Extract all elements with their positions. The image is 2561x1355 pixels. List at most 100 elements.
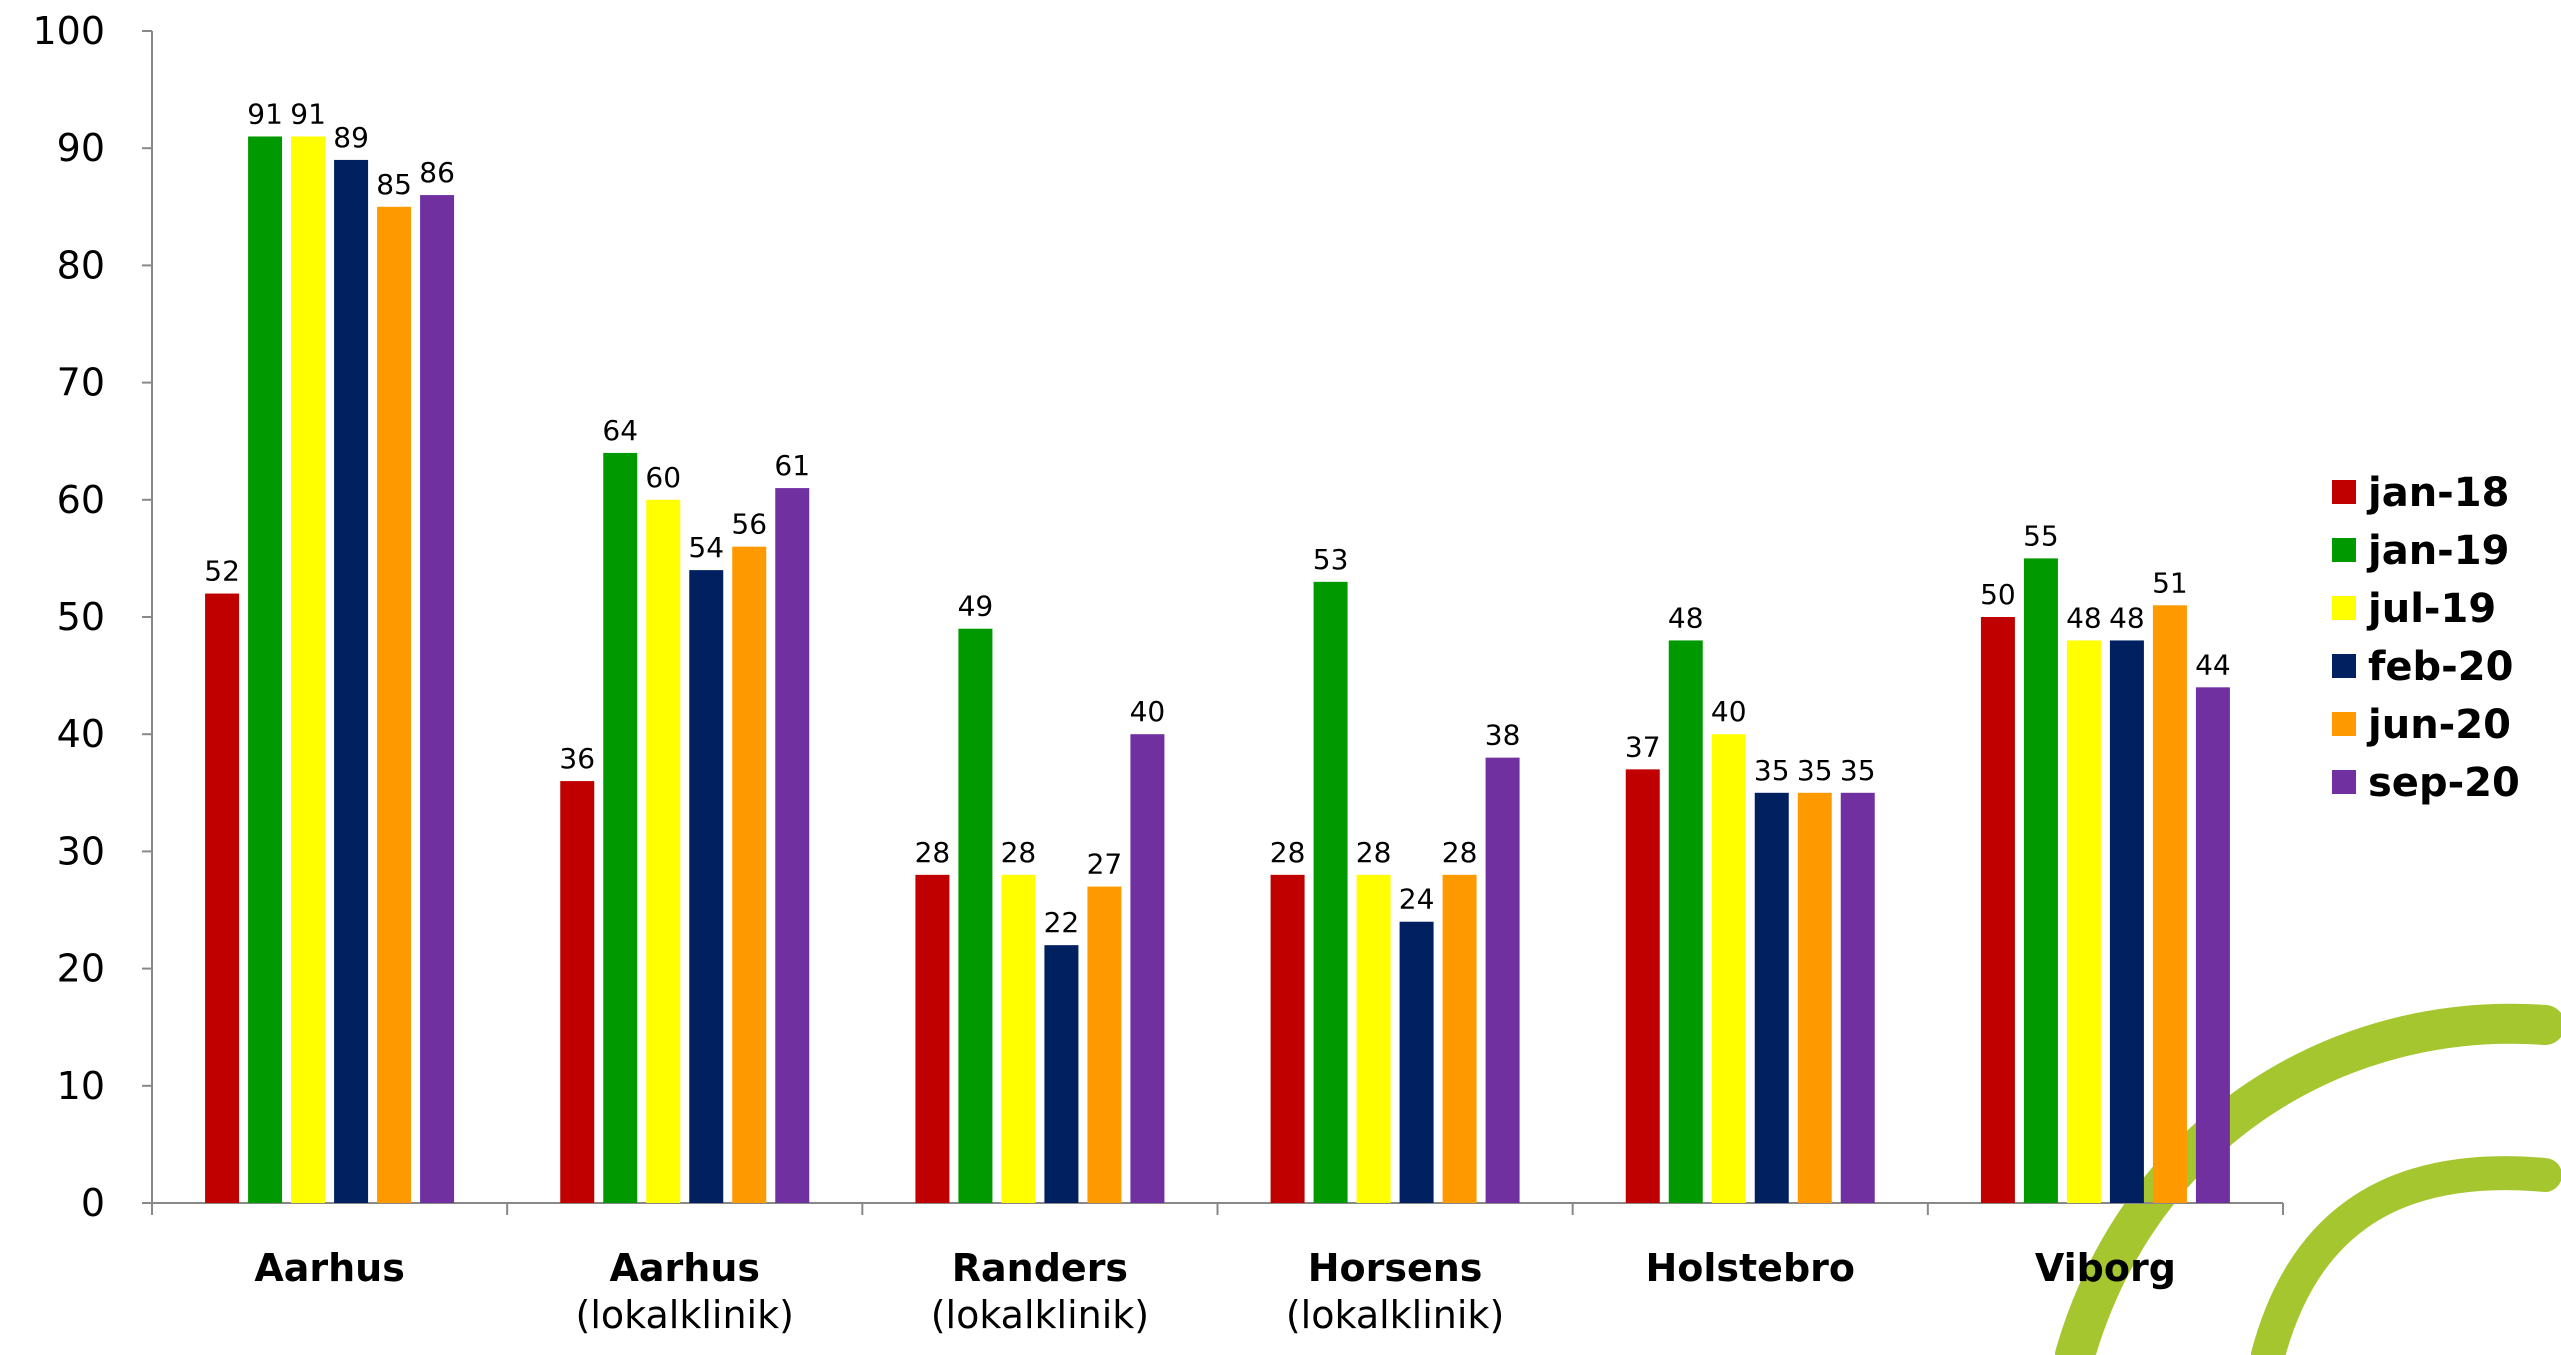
bar-feb-20	[1754, 792, 1789, 1203]
x-category-label: (lokalklinik)	[931, 1293, 1149, 1337]
bar-sep-20	[775, 488, 810, 1204]
legend-label: jan-18	[2366, 470, 2509, 516]
data-label: 28	[915, 836, 951, 869]
data-label: 55	[2023, 519, 2059, 552]
bar-jan-18	[1980, 617, 2015, 1203]
data-label: 44	[2195, 648, 2231, 681]
bar-jan-19	[2023, 558, 2058, 1203]
bar-sep-20	[420, 195, 455, 1203]
y-tick-label: 70	[57, 361, 105, 405]
decorative-swoosh	[2055, 1003, 2561, 1355]
bar-feb-20	[689, 570, 724, 1203]
legend-label: jan-19	[2366, 528, 2509, 574]
data-label: 36	[559, 742, 595, 775]
bar-jan-18	[915, 874, 950, 1203]
data-label: 56	[731, 508, 767, 541]
bar-feb-20	[1044, 945, 1079, 1203]
data-label: 54	[688, 531, 724, 564]
bar-feb-20	[2109, 640, 2144, 1203]
data-label: 86	[419, 156, 455, 189]
data-label: 28	[1001, 836, 1037, 869]
legend-label: jul-19	[2366, 586, 2496, 632]
data-label: 22	[1044, 906, 1080, 939]
y-tick-label: 10	[57, 1064, 105, 1108]
data-label: 50	[1980, 578, 2016, 611]
data-label: 38	[1485, 719, 1521, 752]
bar-jan-18	[1625, 769, 1660, 1203]
data-label: 35	[1840, 754, 1876, 787]
data-label: 28	[1270, 836, 1306, 869]
data-label: 91	[290, 97, 326, 130]
bars	[205, 136, 2230, 1204]
x-category-label: Randers	[952, 1246, 1128, 1290]
bar-jun-20	[1087, 886, 1122, 1203]
legend-swatch-feb-20	[2332, 654, 2356, 678]
legend-swatch-jan-18	[2332, 480, 2356, 504]
y-tick-label: 20	[57, 947, 105, 991]
bar-jul-19	[291, 136, 326, 1204]
legend-swatch-sep-20	[2332, 770, 2356, 794]
bar-jan-19	[248, 136, 283, 1204]
data-label: 27	[1087, 848, 1123, 881]
x-category-label: Aarhus	[254, 1246, 405, 1290]
data-label: 89	[333, 121, 369, 154]
x-category-label: Horsens	[1308, 1246, 1483, 1290]
data-label: 40	[1130, 695, 1166, 728]
data-label: 60	[645, 461, 681, 494]
legend-label: feb-20	[2368, 644, 2513, 690]
bar-jul-19	[1711, 734, 1746, 1203]
bar-jun-20	[1442, 874, 1477, 1203]
x-category-label: Aarhus	[609, 1246, 760, 1290]
x-category-label: (lokalklinik)	[576, 1293, 794, 1337]
bar-jan-19	[958, 628, 993, 1203]
swoosh-arc-inner	[2251, 1156, 2561, 1355]
y-tick-label: 60	[57, 478, 105, 522]
legend: jan-18 jan-19 jul-19 feb-20 jun-20 sep-20	[2332, 470, 2520, 806]
y-tick-label: 30	[57, 829, 105, 873]
y-tick-label: 0	[81, 1181, 105, 1225]
bar-jan-18	[205, 593, 240, 1203]
data-label: 28	[1442, 836, 1478, 869]
bar-sep-20	[1130, 734, 1165, 1203]
bar-sep-20	[2195, 687, 2230, 1203]
x-category-label: (lokalklinik)	[1286, 1293, 1504, 1337]
bar-feb-20	[1399, 921, 1434, 1203]
bar-jun-20	[1797, 792, 1832, 1203]
legend-swatch-jan-19	[2332, 538, 2356, 562]
data-label: 85	[376, 168, 412, 201]
bar-jun-20	[2152, 605, 2187, 1203]
bar-jul-19	[1001, 874, 1036, 1203]
bar-feb-20	[334, 159, 369, 1203]
legend-swatch-jul-19	[2332, 596, 2356, 620]
legend-label: sep-20	[2368, 760, 2520, 806]
bar-jan-18	[1270, 874, 1305, 1203]
bar-jan-18	[560, 781, 595, 1203]
data-label: 61	[774, 449, 810, 482]
bar-jun-20	[377, 206, 412, 1204]
bar-jun-20	[732, 546, 767, 1203]
x-category-label: Holstebro	[1645, 1246, 1855, 1290]
bar-jul-19	[646, 499, 681, 1203]
y-tick-label: 80	[57, 243, 105, 287]
bar-jan-19	[1668, 640, 1703, 1203]
legend-swatch-jun-20	[2332, 712, 2356, 736]
data-label: 35	[1797, 754, 1833, 787]
data-label: 40	[1711, 695, 1747, 728]
data-label: 37	[1625, 730, 1661, 763]
y-tick-label: 50	[57, 595, 105, 639]
legend-label: jun-20	[2366, 702, 2511, 748]
bar-sep-20	[1840, 792, 1875, 1203]
data-label: 48	[2066, 601, 2102, 634]
bar-jul-19	[2066, 640, 2101, 1203]
bar-sep-20	[1485, 757, 1520, 1203]
swoosh-arc-outer	[2055, 1003, 2561, 1355]
y-tick-label: 90	[57, 126, 105, 170]
data-label: 48	[1668, 601, 1704, 634]
data-label: 52	[204, 555, 240, 588]
data-label: 48	[2109, 601, 2145, 634]
x-category-label: Viborg	[2035, 1246, 2176, 1290]
